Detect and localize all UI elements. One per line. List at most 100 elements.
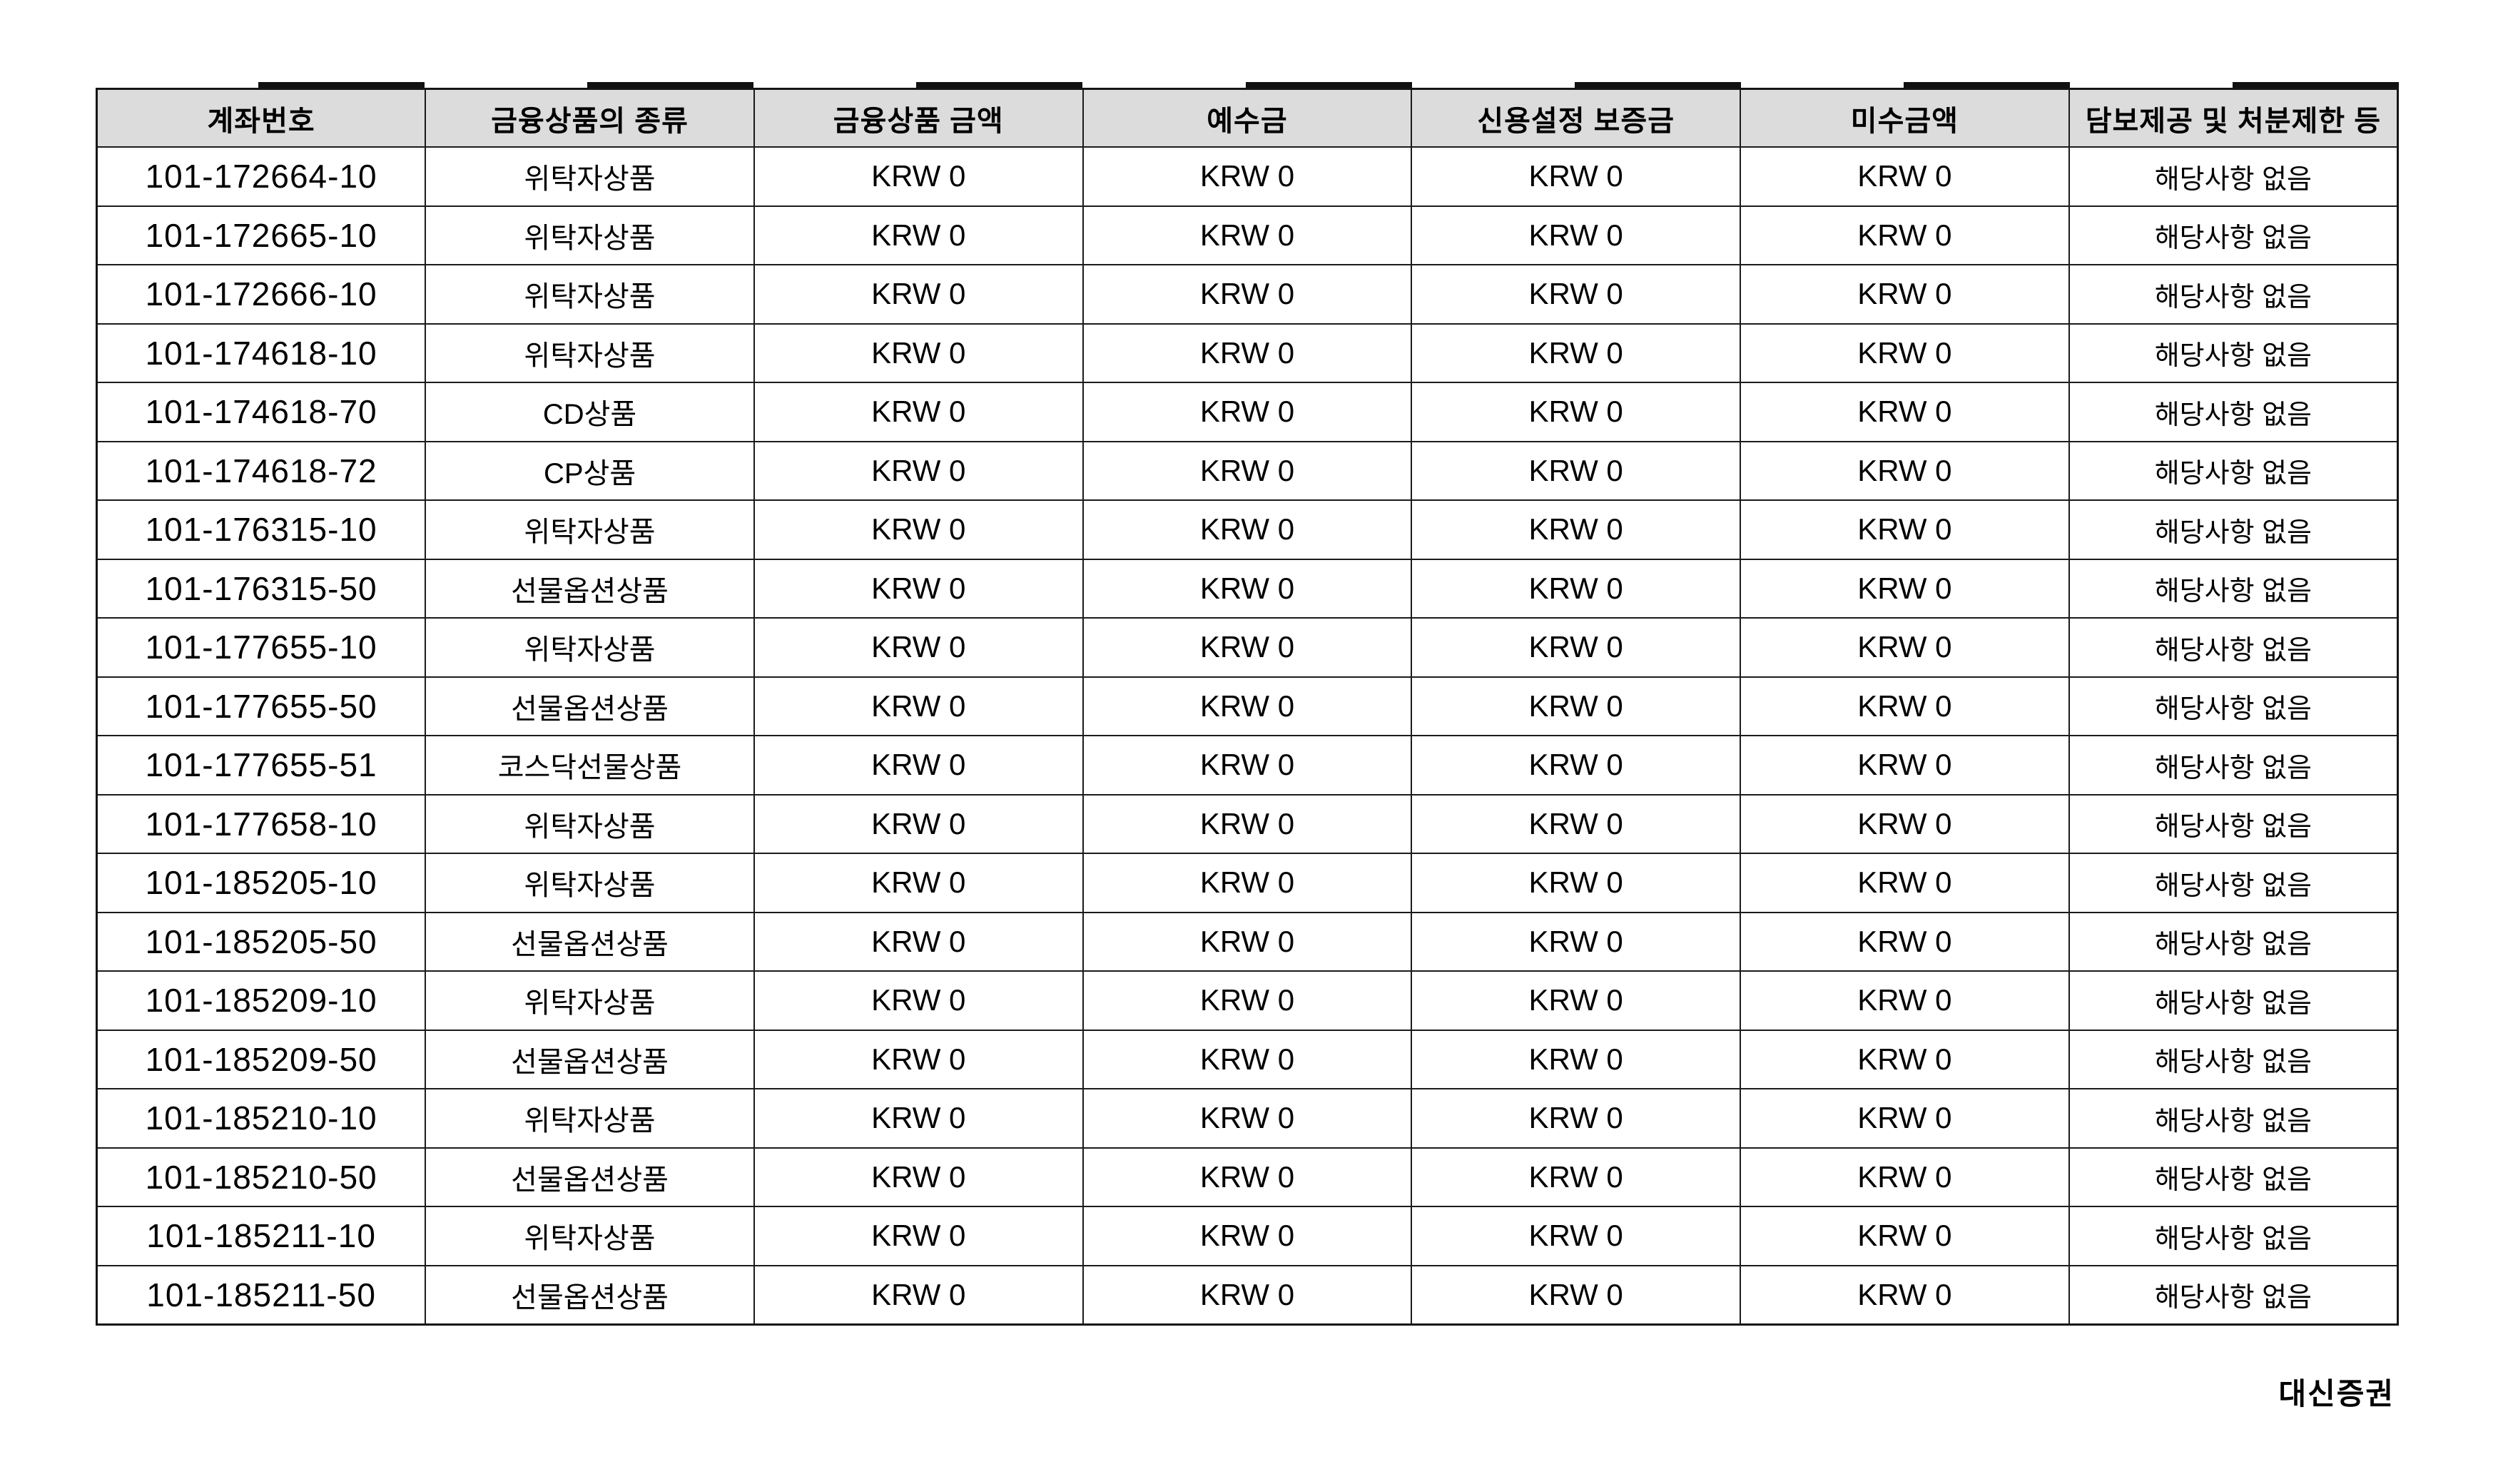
table-row: 101-174618-70 CD상품 KRW 0 KRW 0 KRW 0 KRW… bbox=[96, 382, 2399, 442]
credit-margin-cell: KRW 0 bbox=[1411, 853, 1742, 913]
table-row: 101-177655-50 선물옵션상품 KRW 0 KRW 0 KRW 0 K… bbox=[96, 676, 2399, 736]
receivable-amount-cell: KRW 0 bbox=[1740, 853, 2070, 913]
table-row: 101-185205-50 선물옵션상품 KRW 0 KRW 0 KRW 0 K… bbox=[96, 911, 2399, 972]
account-number-cell: 101-185211-50 bbox=[96, 1264, 427, 1326]
credit-margin-cell: KRW 0 bbox=[1411, 735, 1742, 796]
product-type-cell: 위탁자상품 bbox=[425, 499, 755, 560]
receivable-amount-cell: KRW 0 bbox=[1740, 735, 2070, 796]
deposit-cell: KRW 0 bbox=[1082, 793, 1413, 854]
collateral-status-cell: 해당사항 없음 bbox=[2068, 1264, 2399, 1326]
deposit-cell: KRW 0 bbox=[1082, 1264, 1413, 1326]
product-amount-cell: KRW 0 bbox=[753, 499, 1084, 560]
receivable-amount-cell: KRW 0 bbox=[1740, 1029, 2070, 1089]
product-amount-cell: KRW 0 bbox=[753, 970, 1084, 1031]
deposit-cell: KRW 0 bbox=[1082, 1029, 1413, 1089]
header-credit-margin: 신용설정 보증금 bbox=[1411, 88, 1742, 148]
collateral-status-cell: 해당사항 없음 bbox=[2068, 1147, 2399, 1207]
deposit-cell: KRW 0 bbox=[1082, 558, 1413, 619]
product-type-cell: 선물옵션상품 bbox=[425, 1264, 755, 1326]
product-amount-cell: KRW 0 bbox=[753, 264, 1084, 325]
product-type-cell: 선물옵션상품 bbox=[425, 676, 755, 736]
receivable-amount-cell: KRW 0 bbox=[1740, 617, 2070, 678]
receivable-amount-cell: KRW 0 bbox=[1740, 264, 2070, 325]
collateral-status-cell: 해당사항 없음 bbox=[2068, 853, 2399, 913]
header-product-amount: 금융상품 금액 bbox=[753, 88, 1084, 148]
product-type-cell: 위탁자상품 bbox=[425, 970, 755, 1031]
deposit-cell: KRW 0 bbox=[1082, 146, 1413, 207]
table-row: 101-185211-50 선물옵션상품 KRW 0 KRW 0 KRW 0 K… bbox=[96, 1264, 2399, 1326]
table-row: 101-185205-10 위탁자상품 KRW 0 KRW 0 KRW 0 KR… bbox=[96, 853, 2399, 913]
table-row: 101-185210-50 선물옵션상품 KRW 0 KRW 0 KRW 0 K… bbox=[96, 1147, 2399, 1207]
receivable-amount-cell: KRW 0 bbox=[1740, 440, 2070, 501]
collateral-status-cell: 해당사항 없음 bbox=[2068, 735, 2399, 796]
deposit-cell: KRW 0 bbox=[1082, 911, 1413, 972]
receivable-amount-cell: KRW 0 bbox=[1740, 793, 2070, 854]
product-type-cell: 위탁자상품 bbox=[425, 1206, 755, 1266]
product-amount-cell: KRW 0 bbox=[753, 1264, 1084, 1326]
account-number-cell: 101-172665-10 bbox=[96, 205, 427, 265]
receivable-amount-cell: KRW 0 bbox=[1740, 1264, 2070, 1326]
collateral-status-cell: 해당사항 없음 bbox=[2068, 205, 2399, 265]
account-number-cell: 101-185209-50 bbox=[96, 1029, 427, 1089]
product-type-cell: 위탁자상품 bbox=[425, 793, 755, 854]
collateral-status-cell: 해당사항 없음 bbox=[2068, 558, 2399, 619]
credit-margin-cell: KRW 0 bbox=[1411, 1147, 1742, 1207]
product-type-cell: 위탁자상품 bbox=[425, 264, 755, 325]
table-row: 101-172666-10 위탁자상품 KRW 0 KRW 0 KRW 0 KR… bbox=[96, 264, 2399, 325]
credit-margin-cell: KRW 0 bbox=[1411, 558, 1742, 619]
product-type-cell: 코스닥선물상품 bbox=[425, 735, 755, 796]
deposit-cell: KRW 0 bbox=[1082, 970, 1413, 1031]
product-amount-cell: KRW 0 bbox=[753, 205, 1084, 265]
deposit-cell: KRW 0 bbox=[1082, 440, 1413, 501]
table-row: 101-176315-10 위탁자상품 KRW 0 KRW 0 KRW 0 KR… bbox=[96, 499, 2399, 560]
account-number-cell: 101-185211-10 bbox=[96, 1206, 427, 1266]
deposit-cell: KRW 0 bbox=[1082, 1088, 1413, 1149]
product-type-cell: 위탁자상품 bbox=[425, 1088, 755, 1149]
collateral-status-cell: 해당사항 없음 bbox=[2068, 793, 2399, 854]
credit-margin-cell: KRW 0 bbox=[1411, 146, 1742, 207]
product-amount-cell: KRW 0 bbox=[753, 1147, 1084, 1207]
credit-margin-cell: KRW 0 bbox=[1411, 1088, 1742, 1149]
product-amount-cell: KRW 0 bbox=[753, 558, 1084, 619]
credit-margin-cell: KRW 0 bbox=[1411, 499, 1742, 560]
product-type-cell: 위탁자상품 bbox=[425, 205, 755, 265]
account-number-cell: 101-185205-10 bbox=[96, 853, 427, 913]
table-row: 101-172664-10 위탁자상품 KRW 0 KRW 0 KRW 0 KR… bbox=[96, 146, 2399, 207]
credit-margin-cell: KRW 0 bbox=[1411, 1206, 1742, 1266]
collateral-status-cell: 해당사항 없음 bbox=[2068, 264, 2399, 325]
credit-margin-cell: KRW 0 bbox=[1411, 617, 1742, 678]
table-row: 101-185210-10 위탁자상품 KRW 0 KRW 0 KRW 0 KR… bbox=[96, 1088, 2399, 1149]
scan-artifact-bar bbox=[916, 82, 1082, 88]
product-type-cell: 위탁자상품 bbox=[425, 617, 755, 678]
product-type-cell: 선물옵션상품 bbox=[425, 1147, 755, 1207]
credit-margin-cell: KRW 0 bbox=[1411, 382, 1742, 442]
receivable-amount-cell: KRW 0 bbox=[1740, 558, 2070, 619]
deposit-cell: KRW 0 bbox=[1082, 735, 1413, 796]
product-type-cell: 선물옵션상품 bbox=[425, 1029, 755, 1089]
table-row: 101-176315-50 선물옵션상품 KRW 0 KRW 0 KRW 0 K… bbox=[96, 558, 2399, 619]
collateral-status-cell: 해당사항 없음 bbox=[2068, 322, 2399, 383]
account-number-cell: 101-172664-10 bbox=[96, 146, 427, 207]
product-type-cell: CP상품 bbox=[425, 440, 755, 501]
account-number-cell: 101-177655-51 bbox=[96, 735, 427, 796]
accounts-table-body: 101-172664-10 위탁자상품 KRW 0 KRW 0 KRW 0 KR… bbox=[96, 146, 2399, 1326]
deposit-cell: KRW 0 bbox=[1082, 205, 1413, 265]
product-amount-cell: KRW 0 bbox=[753, 440, 1084, 501]
credit-margin-cell: KRW 0 bbox=[1411, 970, 1742, 1031]
account-number-cell: 101-176315-10 bbox=[96, 499, 427, 560]
account-number-cell: 101-174618-10 bbox=[96, 322, 427, 383]
table-row: 101-174618-72 CP상품 KRW 0 KRW 0 KRW 0 KRW… bbox=[96, 440, 2399, 501]
product-type-cell: CD상품 bbox=[425, 382, 755, 442]
account-number-cell: 101-177655-50 bbox=[96, 676, 427, 736]
accounts-table-header: 계좌번호 금융상품의 종류 금융상품 금액 예수금 신용설정 보증금 미수금액 … bbox=[96, 88, 2399, 148]
scan-artifact-bar bbox=[1246, 82, 1412, 88]
product-amount-cell: KRW 0 bbox=[753, 146, 1084, 207]
product-amount-cell: KRW 0 bbox=[753, 911, 1084, 972]
account-number-cell: 101-185209-10 bbox=[96, 970, 427, 1031]
collateral-status-cell: 해당사항 없음 bbox=[2068, 146, 2399, 207]
accounts-table: 계좌번호 금융상품의 종류 금융상품 금액 예수금 신용설정 보증금 미수금액 … bbox=[96, 88, 2399, 1326]
product-type-cell: 선물옵션상품 bbox=[425, 911, 755, 972]
product-amount-cell: KRW 0 bbox=[753, 322, 1084, 383]
product-amount-cell: KRW 0 bbox=[753, 1029, 1084, 1089]
